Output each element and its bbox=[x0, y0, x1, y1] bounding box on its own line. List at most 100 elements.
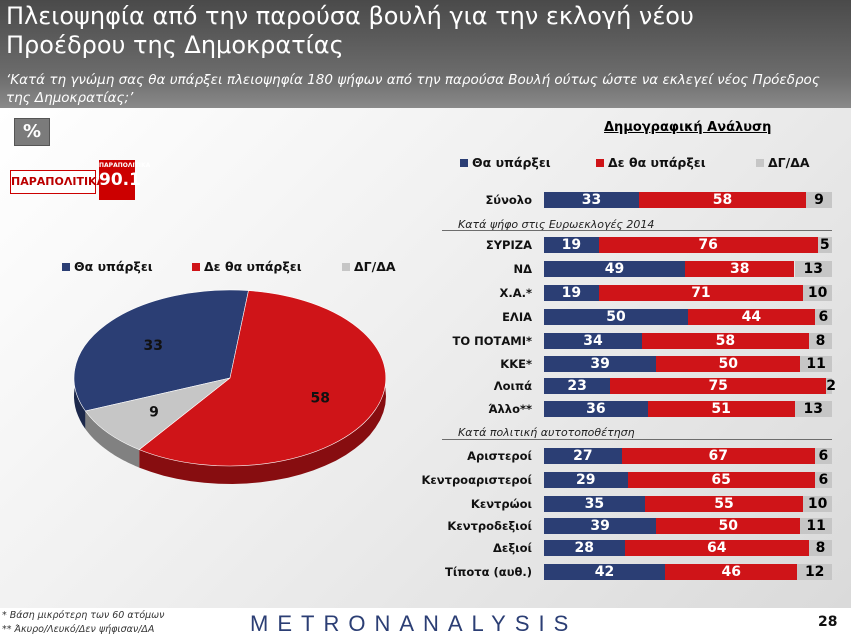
pie-slice-dk-side bbox=[85, 411, 140, 468]
bar-value-label: 8 bbox=[815, 333, 826, 349]
bar-segment-no: 76 bbox=[598, 237, 818, 253]
page-number: 28 bbox=[818, 614, 838, 630]
bar-value-label: 46 bbox=[721, 564, 741, 580]
bar-value-label: 23 bbox=[567, 378, 587, 394]
bar-value-label: 6 bbox=[818, 309, 829, 325]
bar-value-label: 11 bbox=[806, 356, 826, 372]
bar-segment-no: 44 bbox=[688, 309, 815, 325]
title-line-1: Πλειοψηφία από την παρούσα βουλή για την… bbox=[6, 2, 694, 30]
bar-value-label: 13 bbox=[803, 261, 824, 277]
bar-value-label: 6 bbox=[818, 448, 829, 464]
bar-row-label: ΝΔ bbox=[513, 262, 532, 276]
pie-slice-dk-label: 9 bbox=[149, 405, 159, 421]
bar-value-label: 33 bbox=[581, 192, 602, 208]
bar-legend-swatch-yes bbox=[460, 159, 468, 167]
bar-value-label: 2 bbox=[826, 378, 836, 394]
bar-value-label: 11 bbox=[806, 518, 826, 534]
bar-row-label: ΤΟ ΠΟΤΑΜΙ* bbox=[452, 334, 532, 348]
bar-row-label: Λοιπά bbox=[493, 379, 532, 393]
bar-value-label: 58 bbox=[712, 192, 733, 208]
bar-segment-dk: 6 bbox=[814, 309, 832, 325]
bar-value-label: 19 bbox=[561, 285, 582, 301]
bar-row-label: ΕΛΙΑ bbox=[502, 310, 532, 324]
bar-row-label: ΣΥΡΙΖΑ bbox=[485, 238, 532, 252]
bar-segment-no: 46 bbox=[665, 564, 798, 580]
bar-value-label: 71 bbox=[691, 285, 711, 301]
bar-value-label: 5 bbox=[819, 237, 830, 253]
pie-legend-yes: Θα υπάρξει bbox=[62, 259, 153, 274]
bar-row-label: Χ.Α.* bbox=[499, 286, 532, 300]
bar-segment-yes: 23 bbox=[544, 378, 611, 394]
title-line-2: Προέδρου της Δημοκρατίας bbox=[6, 31, 344, 59]
bar-value-label: 35 bbox=[584, 496, 605, 512]
bar-value-label: 75 bbox=[708, 378, 728, 394]
pie-legend-no: Δε θα υπάρξει bbox=[192, 259, 302, 274]
pie-chart: 33 58 9 bbox=[73, 289, 387, 484]
bar-segment-no: 71 bbox=[598, 285, 804, 301]
bar-value-label: 44 bbox=[741, 309, 762, 325]
radio-logo: ΠΑΡΑΠΟΛΙΤΙΚΑ 90.1 bbox=[99, 160, 150, 200]
pie-slice-no bbox=[138, 290, 387, 467]
bar-legend-swatch-dk bbox=[756, 159, 764, 167]
bar-segment-dk: 12 bbox=[797, 564, 832, 580]
bar-legend-no: Δε θα υπάρξει bbox=[596, 155, 706, 170]
legend-swatch-dk bbox=[342, 263, 350, 271]
bar-segment-no: 75 bbox=[610, 378, 827, 394]
pie-slice-no-label: 58 bbox=[310, 391, 329, 407]
bar-value-label: 67 bbox=[708, 448, 729, 464]
bar-value-label: 39 bbox=[590, 356, 610, 372]
paper-logo: ΠΑΡΑΠΟΛΙΤΙΚΑ bbox=[10, 170, 105, 194]
bar-segment-dk: 10 bbox=[803, 285, 832, 301]
pie-legend-dk-label: ΔΓ/ΔΑ bbox=[354, 259, 396, 274]
bar-segment-dk: 11 bbox=[800, 356, 832, 372]
bar-segment-no: 51 bbox=[647, 401, 795, 417]
bar-segment-dk: 2 bbox=[826, 378, 836, 394]
footer bbox=[0, 608, 851, 638]
radio-logo-number: 90.1 bbox=[99, 170, 141, 190]
bar-segment-yes: 39 bbox=[544, 518, 657, 534]
bar-segment-no: 50 bbox=[656, 518, 801, 534]
bar-segment-no: 64 bbox=[624, 540, 809, 556]
bar-segment-yes: 19 bbox=[544, 237, 599, 253]
bar-value-label: 8 bbox=[815, 540, 826, 556]
bar-value-label: 27 bbox=[573, 448, 593, 464]
bar-segment-dk: 8 bbox=[809, 333, 832, 349]
bar-row-label: Σύνολο bbox=[485, 193, 532, 207]
bar-segment-dk: 6 bbox=[814, 472, 832, 488]
bar-segment-no: 38 bbox=[685, 261, 795, 277]
bar-segment-yes: 34 bbox=[544, 333, 642, 349]
bar-value-label: 29 bbox=[576, 472, 596, 488]
bar-row-label: Τίποτα (αυθ.) bbox=[444, 565, 532, 579]
section-divider bbox=[442, 439, 832, 440]
bar-value-label: 49 bbox=[604, 261, 625, 277]
bar-value-label: 28 bbox=[574, 540, 595, 556]
bar-value-label: 36 bbox=[586, 401, 606, 417]
bar-row-label: Αριστεροί bbox=[467, 449, 532, 463]
section-divider bbox=[442, 230, 832, 231]
bar-value-label: 58 bbox=[715, 333, 736, 349]
bar-value-label: 6 bbox=[818, 472, 829, 488]
pie-slice-no-side bbox=[139, 290, 386, 484]
bar-segment-no: 58 bbox=[639, 192, 806, 208]
bar-segment-dk: 13 bbox=[794, 261, 832, 277]
bar-value-label: 9 bbox=[814, 192, 824, 208]
bar-segment-yes: 39 bbox=[544, 356, 657, 372]
bar-value-label: 42 bbox=[594, 564, 615, 580]
bar-row-label: Κεντροαριστεροί bbox=[421, 473, 532, 487]
brand-logo: METRONANALYSIS bbox=[250, 611, 578, 636]
legend-swatch-no bbox=[192, 263, 200, 271]
bar-value-label: 76 bbox=[698, 237, 718, 253]
bar-value-label: 50 bbox=[606, 309, 626, 325]
bar-value-label: 12 bbox=[804, 564, 825, 580]
bar-value-label: 65 bbox=[711, 472, 731, 488]
bar-legend-dk: ΔΓ/ΔΑ bbox=[756, 155, 810, 170]
bar-row-label: Άλλο** bbox=[488, 402, 532, 416]
bar-segment-yes: 35 bbox=[544, 496, 645, 512]
pie-slice-yes-label: 33 bbox=[143, 338, 162, 354]
bar-legend-swatch-no bbox=[596, 159, 604, 167]
bar-legend-yes: Θα υπάρξει bbox=[460, 155, 551, 170]
section-label: Κατά ψήφο στις Ευρωεκλογές 2014 bbox=[458, 218, 655, 231]
section-label: Κατά πολιτική αυτοτοποθέτηση bbox=[458, 426, 635, 439]
bar-value-label: 50 bbox=[718, 356, 739, 372]
bar-segment-no: 67 bbox=[621, 448, 815, 464]
